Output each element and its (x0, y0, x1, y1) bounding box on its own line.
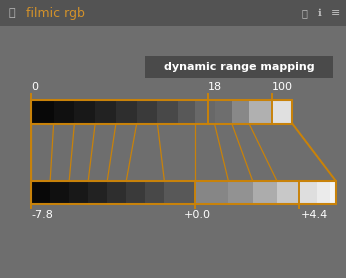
Bar (31, 100, 54, 124)
Bar (157, 100, 178, 124)
Bar (116, 100, 137, 124)
Bar (145, 56, 333, 78)
Text: +4.4: +4.4 (301, 210, 328, 220)
Bar (31, 181, 50, 204)
Bar (145, 181, 164, 204)
Bar (54, 100, 74, 124)
Text: ≡: ≡ (331, 8, 341, 18)
Bar (50, 181, 69, 204)
Text: filmic rgb: filmic rgb (26, 6, 85, 19)
Bar (215, 100, 232, 124)
Bar (31, 181, 336, 204)
Bar (330, 181, 336, 204)
Bar (107, 181, 126, 204)
Bar (195, 100, 215, 124)
Text: -7.8: -7.8 (31, 210, 53, 220)
Text: 100: 100 (272, 82, 293, 92)
Bar (253, 181, 277, 204)
Bar (164, 181, 195, 204)
Bar (88, 181, 107, 204)
Bar (69, 181, 88, 204)
Bar (137, 100, 157, 124)
Bar (0, 0, 346, 26)
Text: ⏻: ⏻ (9, 8, 15, 18)
Text: 0: 0 (31, 82, 38, 92)
Bar (126, 181, 145, 204)
Bar (277, 181, 299, 204)
Text: 18: 18 (208, 82, 222, 92)
Bar (31, 100, 292, 124)
Text: dynamic range mapping: dynamic range mapping (164, 62, 314, 72)
Text: ℹ: ℹ (318, 8, 322, 18)
Text: ⧉: ⧉ (301, 8, 307, 18)
Bar (228, 181, 253, 204)
Bar (195, 181, 228, 204)
Text: +0.0: +0.0 (183, 210, 210, 220)
Bar (74, 100, 95, 124)
Bar (178, 100, 195, 124)
Bar (232, 100, 249, 124)
Bar (249, 100, 272, 124)
Bar (317, 181, 330, 204)
Bar (272, 100, 292, 124)
Bar (95, 100, 116, 124)
Bar (299, 181, 317, 204)
